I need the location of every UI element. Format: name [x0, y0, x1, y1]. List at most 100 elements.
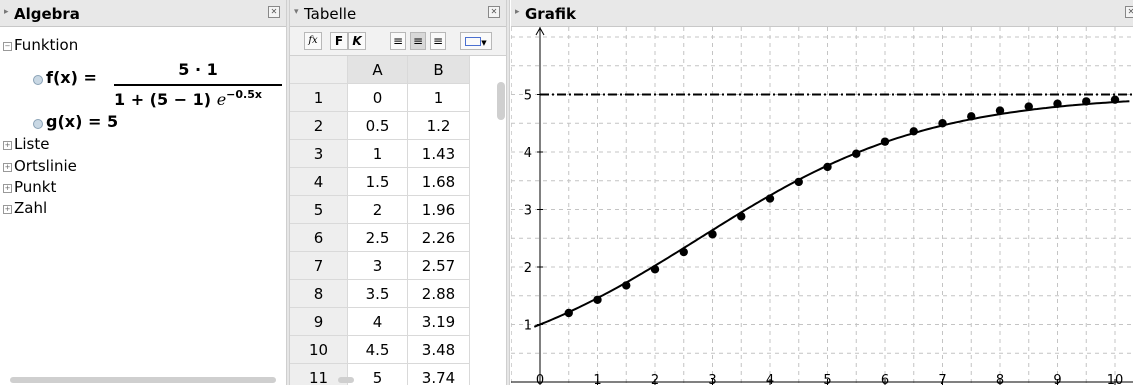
bold-button[interactable]: F: [330, 32, 348, 50]
function-g[interactable]: g(x) = 5: [46, 112, 119, 131]
row-header[interactable]: 5: [290, 196, 348, 224]
cell-a[interactable]: 3: [348, 252, 408, 280]
italic-button[interactable]: K: [348, 32, 366, 50]
cell-a[interactable]: 2: [348, 196, 408, 224]
row-header[interactable]: 8: [290, 280, 348, 308]
algebra-header[interactable]: ▸ Algebra ✕: [0, 0, 286, 27]
row-header[interactable]: 1: [290, 84, 348, 112]
close-icon[interactable]: ✕: [268, 6, 280, 18]
x-tick-label: 4: [766, 373, 774, 385]
cell-b[interactable]: 2.57: [408, 252, 470, 280]
category-label: Funktion: [14, 36, 79, 54]
graphics-canvas[interactable]: 0 1 2 3 4 5 6 7 8 9 10 1 2 3 4 5: [511, 27, 1133, 385]
data-point: [1082, 97, 1091, 106]
x-tick-label: 8: [996, 373, 1004, 385]
row-header[interactable]: 3: [290, 140, 348, 168]
align-left-icon[interactable]: ≡: [390, 32, 406, 50]
category-funktion[interactable]: − Funktion: [3, 36, 79, 54]
cell-b[interactable]: 1.96: [408, 196, 470, 224]
x-tick-label: 6: [881, 373, 889, 385]
cell-a[interactable]: 1: [348, 140, 408, 168]
cell-b[interactable]: 1.68: [408, 168, 470, 196]
expand-icon[interactable]: +: [3, 205, 12, 214]
cell-a[interactable]: 4.5: [348, 336, 408, 364]
exponent-text: −0.5x: [226, 88, 262, 101]
row-header[interactable]: 9: [290, 308, 348, 336]
row-header[interactable]: 6: [290, 224, 348, 252]
cell-b[interactable]: 2.26: [408, 224, 470, 252]
row-header[interactable]: 11: [290, 364, 348, 385]
row-header[interactable]: 2: [290, 112, 348, 140]
y-tick-label: 3: [524, 204, 532, 219]
cell-a[interactable]: 1.5: [348, 168, 408, 196]
border-style-icon: [465, 37, 482, 46]
data-point: [679, 247, 688, 257]
spreadsheet-toolbar: fx F K ≡ ≡ ≡ ▼: [290, 27, 506, 56]
border-style-dropdown[interactable]: ▼: [460, 32, 492, 50]
category-punkt[interactable]: + Punkt: [3, 178, 56, 196]
data-point: [794, 177, 803, 187]
graphics-title: Grafik: [525, 5, 576, 23]
formula-button[interactable]: fx: [304, 32, 322, 50]
x-tick-label: 9: [1053, 373, 1061, 385]
collapse-triangle-icon[interactable]: ▾: [294, 7, 299, 17]
panel-divider[interactable]: [506, 0, 510, 385]
collapse-triangle-icon[interactable]: ▸: [4, 7, 9, 17]
data-point: [708, 230, 717, 239]
category-liste[interactable]: + Liste: [3, 135, 49, 153]
data-point: [1024, 102, 1033, 111]
horizontal-scrollbar[interactable]: [338, 377, 354, 383]
visibility-dot-icon[interactable]: [33, 75, 43, 85]
align-right-icon[interactable]: ≡: [430, 32, 446, 50]
graphics-header[interactable]: ▸ Grafik ✕: [511, 0, 1133, 27]
spreadsheet-header[interactable]: ▾ Tabelle ✕: [290, 0, 506, 27]
data-point: [650, 265, 660, 274]
cell-a[interactable]: 0: [348, 84, 408, 112]
cell-a[interactable]: 5: [348, 364, 408, 385]
cell-b[interactable]: 3.48: [408, 336, 470, 364]
cell-b[interactable]: 1.43: [408, 140, 470, 168]
chevron-down-icon: ▼: [481, 39, 487, 47]
row-header[interactable]: 4: [290, 168, 348, 196]
collapse-icon[interactable]: −: [3, 42, 12, 51]
cell-a[interactable]: 3.5: [348, 280, 408, 308]
expand-icon[interactable]: +: [3, 141, 12, 150]
category-zahl[interactable]: + Zahl: [3, 199, 47, 217]
cell-b[interactable]: 1: [408, 84, 470, 112]
cell-b[interactable]: 2.88: [408, 280, 470, 308]
align-center-icon[interactable]: ≡: [410, 32, 426, 50]
cell-a[interactable]: 4: [348, 308, 408, 336]
x-tick-label: 1: [593, 373, 601, 385]
function-f-curve: [533, 100, 1130, 328]
data-point: [737, 212, 746, 221]
category-ortslinie[interactable]: + Ortslinie: [3, 157, 77, 175]
cell-a[interactable]: 0.5: [348, 112, 408, 140]
close-icon[interactable]: ✕: [1125, 6, 1133, 18]
data-point: [765, 194, 775, 203]
data-point: [995, 106, 1005, 115]
horizontal-scrollbar[interactable]: [10, 377, 276, 383]
spreadsheet-panel: ▾ Tabelle ✕ fx F K ≡ ≡ ≡ ▼ A B 1 0 1 2 0.5 1.…: [290, 0, 506, 385]
collapse-triangle-icon[interactable]: ▸: [515, 7, 520, 17]
x-tick-label: 0: [536, 373, 544, 385]
data-point: [909, 127, 918, 136]
row-header[interactable]: 7: [290, 252, 348, 280]
data-point: [852, 149, 861, 158]
close-icon[interactable]: ✕: [488, 6, 500, 18]
function-f-denominator: 1 + (5 − 1) e−0.5x: [114, 88, 262, 109]
expand-icon[interactable]: +: [3, 184, 12, 193]
cell-b[interactable]: 3.19: [408, 308, 470, 336]
row-header[interactable]: 10: [290, 336, 348, 364]
column-header-a[interactable]: A: [348, 56, 408, 84]
corner-cell[interactable]: [290, 56, 348, 84]
cell-a[interactable]: 2.5: [348, 224, 408, 252]
column-header-b[interactable]: B: [408, 56, 470, 84]
visibility-dot-icon[interactable]: [33, 119, 43, 129]
vertical-scrollbar[interactable]: [497, 82, 505, 120]
cell-b[interactable]: 3.74: [408, 364, 470, 385]
expand-icon[interactable]: +: [3, 163, 12, 172]
cell-b[interactable]: 1.2: [408, 112, 470, 140]
panel-divider[interactable]: [286, 0, 290, 385]
function-f-lhs[interactable]: f(x) =: [46, 68, 97, 87]
graphics-panel: ▸ Grafik ✕ 0 1 2 3 4 5 6 7 8 9 10 1 2 3 4 5: [511, 0, 1133, 385]
